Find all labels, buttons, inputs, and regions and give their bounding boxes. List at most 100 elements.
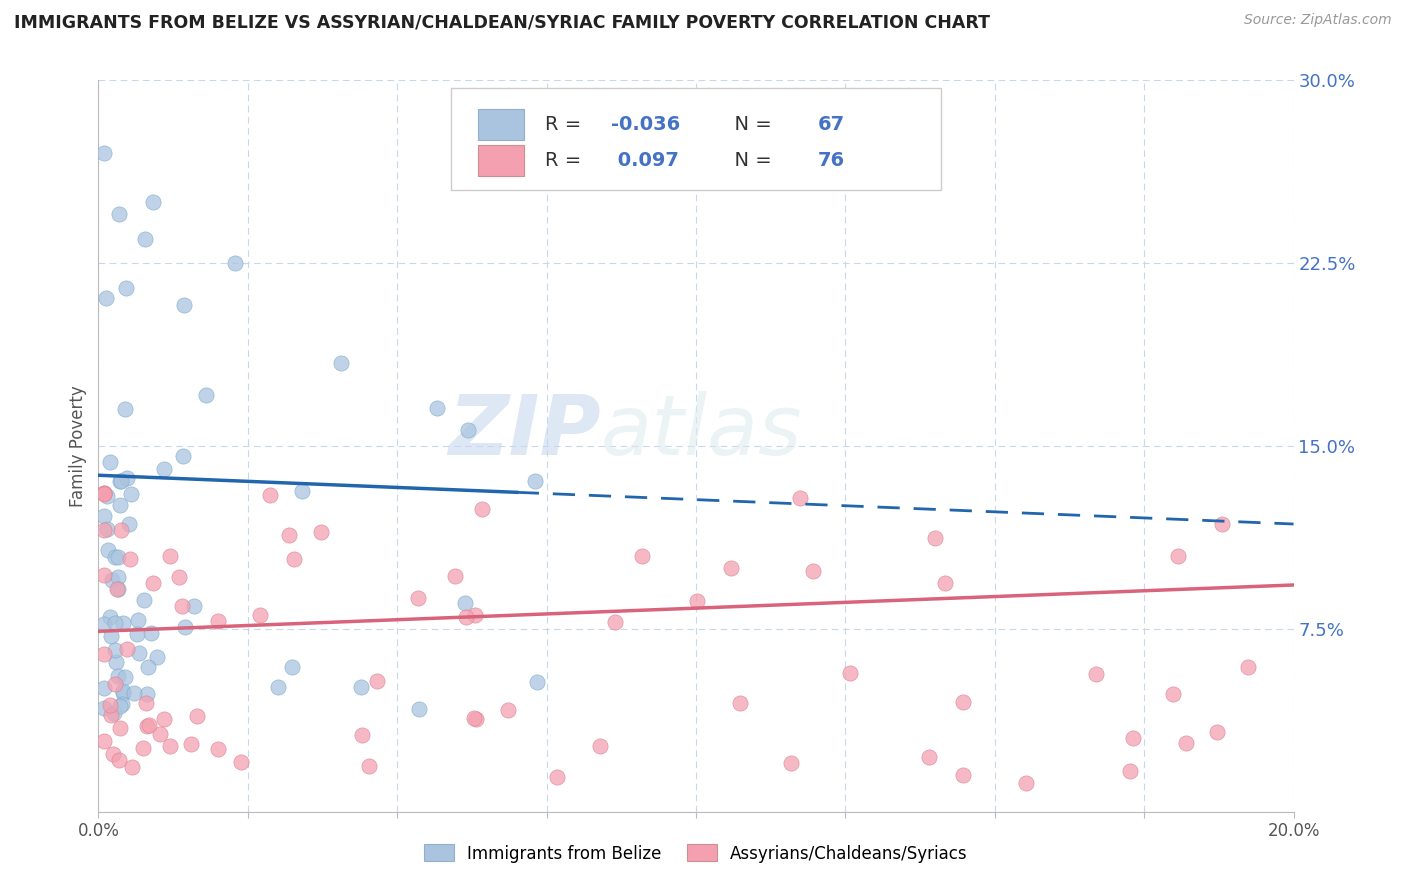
Point bbox=[183, 599, 205, 613]
Point bbox=[456, 609, 478, 624]
Point bbox=[546, 770, 568, 784]
Y-axis label: Family Poverty: Family Poverty bbox=[69, 385, 87, 507]
Text: atlas: atlas bbox=[600, 391, 801, 472]
Point bbox=[924, 532, 946, 546]
Point bbox=[142, 576, 165, 591]
Point bbox=[267, 680, 290, 694]
Point bbox=[194, 388, 217, 402]
Point bbox=[444, 568, 467, 582]
Point bbox=[1119, 764, 1142, 779]
Point bbox=[118, 516, 141, 531]
Point bbox=[136, 719, 159, 733]
Point bbox=[142, 195, 165, 210]
Point bbox=[229, 756, 252, 770]
Legend: Immigrants from Belize, Assyrians/Chaldeans/Syriacs: Immigrants from Belize, Assyrians/Chalde… bbox=[418, 838, 974, 869]
Point bbox=[146, 649, 169, 664]
Point bbox=[110, 523, 132, 537]
Text: IMMIGRANTS FROM BELIZE VS ASSYRIAN/CHALDEAN/SYRIAC FAMILY POVERTY CORRELATION CH: IMMIGRANTS FROM BELIZE VS ASSYRIAN/CHALD… bbox=[14, 13, 990, 31]
Point bbox=[127, 613, 149, 627]
Point bbox=[104, 616, 127, 631]
Point bbox=[1161, 688, 1184, 702]
Point bbox=[471, 502, 494, 516]
Point bbox=[120, 487, 142, 501]
Point bbox=[94, 291, 117, 305]
Point bbox=[450, 167, 472, 181]
Point bbox=[426, 401, 449, 415]
Point bbox=[523, 474, 546, 488]
Point bbox=[1175, 736, 1198, 750]
Point bbox=[138, 718, 160, 732]
Point bbox=[93, 523, 115, 537]
Point bbox=[107, 669, 129, 683]
Text: N =: N = bbox=[723, 115, 779, 134]
Point bbox=[952, 695, 974, 709]
Point bbox=[329, 356, 352, 370]
Point bbox=[93, 485, 115, 500]
Point bbox=[457, 423, 479, 437]
Point bbox=[186, 709, 208, 723]
Point bbox=[93, 701, 115, 715]
Point bbox=[686, 594, 709, 608]
Point bbox=[249, 608, 271, 623]
Point bbox=[588, 739, 610, 753]
Point bbox=[110, 698, 132, 713]
Point bbox=[100, 629, 122, 643]
Point bbox=[121, 760, 143, 774]
Text: Source: ZipAtlas.com: Source: ZipAtlas.com bbox=[1244, 13, 1392, 28]
Point bbox=[93, 733, 115, 747]
Point bbox=[839, 666, 862, 681]
Text: -0.036: -0.036 bbox=[612, 115, 681, 134]
Point bbox=[101, 573, 124, 587]
FancyBboxPatch shape bbox=[451, 87, 941, 190]
Point bbox=[115, 280, 138, 294]
Point bbox=[152, 462, 174, 476]
Text: 0.097: 0.097 bbox=[612, 152, 679, 170]
Point bbox=[93, 647, 115, 661]
Point bbox=[1211, 516, 1233, 531]
Text: R =: R = bbox=[546, 115, 588, 134]
Point bbox=[118, 552, 141, 566]
Point bbox=[366, 673, 388, 688]
Point bbox=[283, 552, 305, 566]
Point bbox=[103, 706, 125, 720]
Point bbox=[104, 642, 127, 657]
Point bbox=[167, 570, 190, 584]
Text: ZIP: ZIP bbox=[447, 391, 600, 472]
Point bbox=[720, 560, 742, 574]
Point bbox=[159, 739, 181, 753]
Point bbox=[153, 712, 176, 726]
Point bbox=[359, 758, 381, 772]
Point bbox=[1014, 776, 1036, 790]
Point bbox=[780, 756, 803, 770]
Point bbox=[952, 767, 974, 781]
Point bbox=[93, 487, 115, 501]
Point bbox=[603, 615, 626, 630]
Point bbox=[159, 549, 181, 563]
Point bbox=[105, 582, 128, 597]
Point bbox=[1237, 660, 1260, 674]
Point bbox=[104, 655, 127, 669]
Point bbox=[108, 721, 131, 735]
Point bbox=[180, 737, 202, 751]
Point bbox=[96, 523, 118, 537]
Point bbox=[101, 747, 124, 761]
Point bbox=[1085, 666, 1108, 681]
Point bbox=[173, 298, 195, 312]
Point bbox=[93, 568, 115, 582]
Point bbox=[104, 676, 127, 690]
Point bbox=[801, 564, 824, 578]
Point bbox=[93, 509, 115, 524]
Point bbox=[132, 741, 155, 756]
Point bbox=[496, 703, 519, 717]
Point bbox=[97, 542, 120, 557]
Point bbox=[259, 488, 281, 502]
Point bbox=[281, 660, 304, 674]
Text: N =: N = bbox=[723, 152, 779, 170]
Point bbox=[115, 471, 138, 485]
Point bbox=[93, 146, 115, 161]
Point bbox=[630, 549, 652, 564]
Point bbox=[98, 455, 121, 469]
Point bbox=[112, 686, 135, 700]
Point bbox=[1122, 731, 1144, 746]
Point bbox=[93, 681, 115, 695]
